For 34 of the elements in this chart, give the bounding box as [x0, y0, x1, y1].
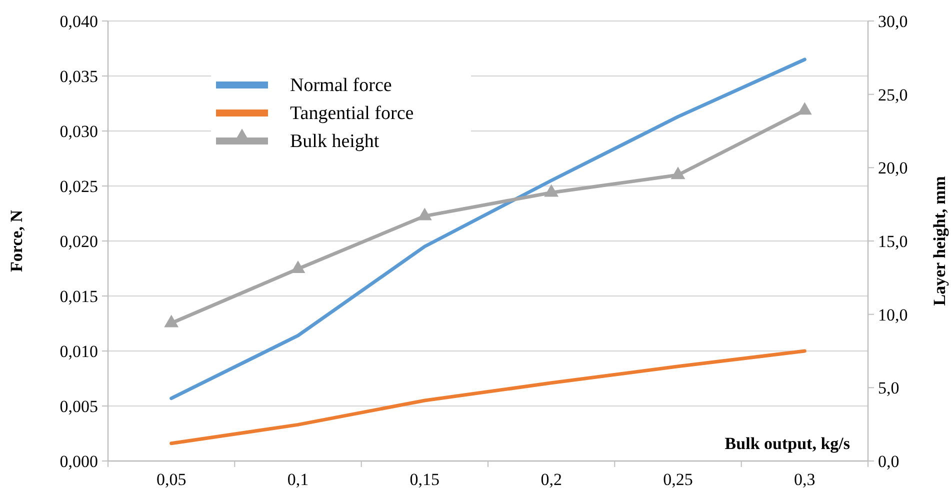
- legend-label: Normal force: [290, 75, 392, 96]
- x-tick-label: 0,25: [663, 470, 693, 489]
- y-tick-label: 0,035: [60, 66, 98, 86]
- y2-tick-label: 5,0: [878, 378, 900, 398]
- y-tick-label: 0,005: [60, 396, 98, 416]
- legend-label: Bulk height: [290, 131, 380, 152]
- point: [544, 184, 559, 197]
- y-tick-label: 0,025: [60, 176, 98, 196]
- point: [670, 166, 686, 180]
- y-tick-label: 0,000: [60, 452, 98, 471]
- x-tick-label: 0,3: [794, 470, 816, 489]
- x-tick-label: 0,2: [540, 470, 562, 489]
- x-tick-label: 0,05: [156, 470, 186, 489]
- y2-axis-title: Layer height, mm: [930, 176, 949, 306]
- y-tick-label: 0,020: [60, 232, 98, 251]
- legend-label: Tangential force: [290, 103, 414, 124]
- y-tick-label: 0,040: [60, 12, 98, 31]
- line-series: [170, 58, 806, 400]
- y-tick-label: 0,030: [60, 122, 98, 141]
- y2-tick-label: 30,0: [878, 12, 908, 31]
- x-tick-label: 0,1: [287, 470, 309, 489]
- x-tick-label: 0,15: [410, 470, 440, 489]
- y2-tick-label: 20,0: [878, 158, 908, 178]
- y-tick-label: 0,010: [60, 342, 98, 361]
- y2-tick-label: 10,0: [878, 305, 908, 324]
- point: [164, 314, 179, 328]
- y-tick-label: 0,015: [60, 286, 98, 306]
- y2-tick-label: 15,0: [878, 232, 908, 251]
- y2-tick-label: 0,0: [878, 452, 900, 471]
- point: [797, 102, 812, 115]
- point: [417, 208, 432, 220]
- x-axis-title: Bulk output, kg/s: [724, 434, 850, 453]
- y-axis-title: Force, N: [7, 209, 26, 272]
- y2-tick-label: 25,0: [878, 85, 908, 104]
